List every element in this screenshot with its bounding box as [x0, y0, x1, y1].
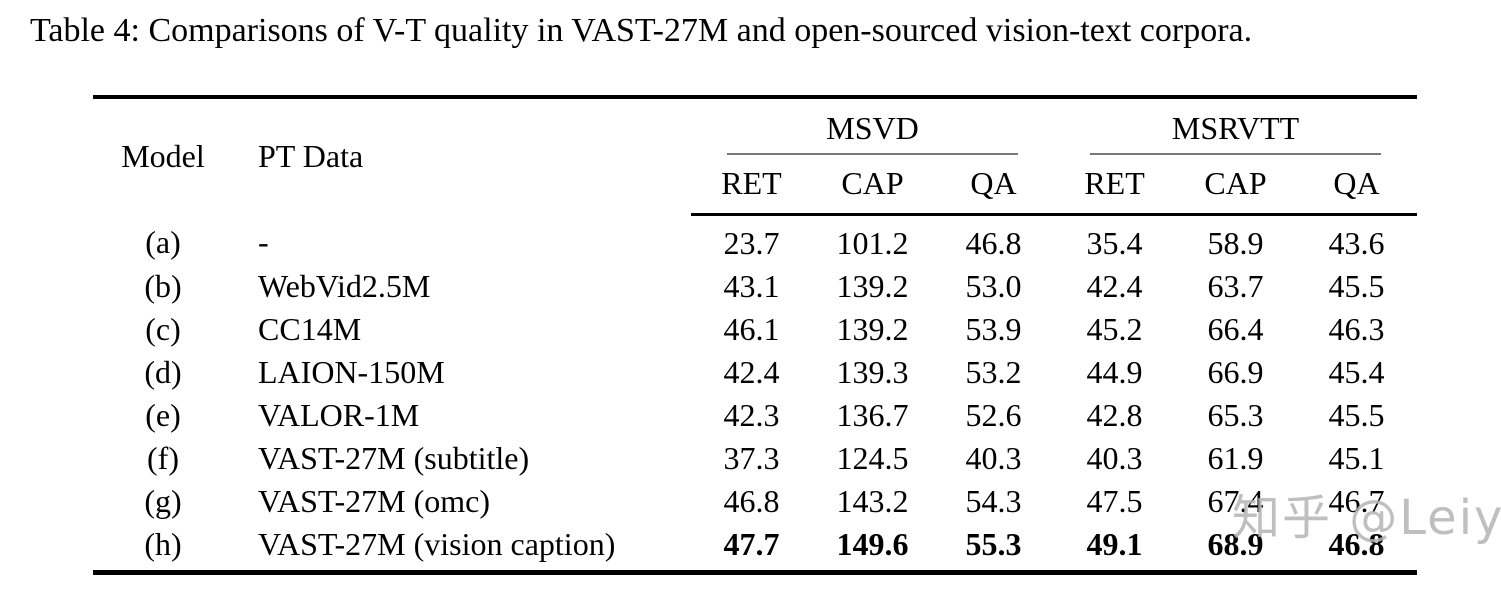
table-row: (g) VAST-27M (omc) 46.8 143.2 54.3 47.5 67.4 46… — [93, 480, 1417, 523]
pt-data-cell: WebVid2.5M — [258, 268, 431, 304]
value-cell: 42.3 — [723, 397, 780, 433]
value-cell: 53.2 — [965, 354, 1022, 390]
table-row: (f) VAST-27M (subtitle) 37.3 124.5 40.3 40.3 6… — [93, 437, 1417, 480]
row-label: (a) — [145, 224, 181, 261]
value-cell: 46.1 — [723, 311, 780, 347]
value-cell: 49.1 — [1086, 526, 1143, 562]
pt-data-cell: - — [258, 224, 269, 261]
value-cell: 101.2 — [836, 225, 909, 261]
value-cell: 45.2 — [1086, 311, 1143, 347]
value-cell: 44.9 — [1086, 354, 1143, 390]
value-cell: 45.5 — [1328, 268, 1385, 304]
col-header-msrvtt-cap: CAP — [1175, 157, 1297, 216]
value-cell: 66.4 — [1207, 311, 1264, 347]
col-header-msvd-qa: QA — [933, 157, 1055, 216]
value-cell: 42.4 — [1086, 268, 1143, 304]
group-header-row: Model PT Data MSVD MSRVTT — [93, 97, 1417, 174]
value-cell: 124.5 — [836, 440, 909, 476]
value-cell: 63.7 — [1207, 268, 1264, 304]
table-row: (c) CC14M 46.1 139.2 53.9 45.2 66.4 46.3 — [93, 308, 1417, 351]
group-label-msvd: MSVD — [727, 102, 1019, 155]
value-cell: 68.9 — [1207, 526, 1264, 562]
value-cell: 45.4 — [1328, 354, 1385, 390]
value-cell: 40.3 — [965, 440, 1022, 476]
pt-data-cell: CC14M — [258, 311, 362, 347]
value-cell: 58.9 — [1207, 225, 1264, 261]
table-row: (h) VAST-27M (vision caption) 47.7 149.6 55.… — [93, 523, 1417, 573]
value-cell: 139.2 — [836, 268, 909, 304]
value-cell: 139.2 — [836, 311, 909, 347]
row-label: (c) — [145, 311, 181, 347]
table-header: Model PT Data MSVD MSRVTT RET CAP QA RET… — [93, 97, 1418, 216]
value-cell: 47.7 — [723, 526, 780, 562]
row-label: (g) — [144, 483, 182, 519]
row-label: (f) — [147, 440, 179, 476]
pt-data-cell: VAST-27M (omc) — [258, 483, 491, 519]
value-cell: 66.9 — [1207, 354, 1264, 390]
results-table: Model PT Data MSVD MSRVTT RET CAP QA RET… — [93, 95, 1418, 575]
col-header-msvd-cap: CAP — [812, 157, 933, 216]
col-header-msrvtt-ret: RET — [1054, 157, 1176, 216]
value-cell: 61.9 — [1207, 440, 1264, 476]
table-row: (b) WebVid2.5M 43.1 139.2 53.0 42.4 63.7 45.5 — [93, 265, 1417, 308]
value-cell: 53.9 — [965, 311, 1022, 347]
value-cell: 139.3 — [836, 354, 909, 390]
value-cell: 54.3 — [965, 483, 1022, 519]
value-cell: 47.5 — [1086, 483, 1143, 519]
value-cell: 45.5 — [1328, 397, 1385, 433]
value-cell: 43.6 — [1328, 225, 1385, 261]
value-cell: 37.3 — [723, 440, 780, 476]
col-header-model: Model — [121, 138, 205, 175]
value-cell: 46.8 — [723, 483, 780, 519]
row-label: (b) — [144, 268, 182, 304]
value-cell: 67.4 — [1207, 483, 1264, 519]
value-cell: 42.4 — [723, 354, 780, 390]
value-cell: 65.3 — [1207, 397, 1264, 433]
value-cell: 46.7 — [1328, 483, 1385, 519]
value-cell: 46.8 — [965, 225, 1022, 261]
pt-data-cell: VAST-27M (subtitle) — [258, 440, 530, 476]
value-cell: 43.1 — [723, 268, 780, 304]
value-cell: 52.6 — [965, 397, 1022, 433]
value-cell: 40.3 — [1086, 440, 1143, 476]
value-cell: 136.7 — [836, 397, 909, 433]
value-cell: 53.0 — [965, 268, 1022, 304]
table-row: (d) LAION-150M 42.4 139.3 53.2 44.9 66.9 45.4 — [93, 351, 1417, 394]
row-label: (h) — [144, 526, 182, 562]
value-cell: 35.4 — [1086, 225, 1143, 261]
col-header-msrvtt-qa: QA — [1296, 157, 1418, 216]
group-header-msrvtt: MSRVTT — [1054, 97, 1417, 157]
value-cell: 45.1 — [1328, 440, 1385, 476]
value-cell: 23.7 — [723, 225, 780, 261]
value-cell: 42.8 — [1086, 397, 1143, 433]
col-header-pt-data: PT Data — [258, 138, 364, 175]
row-label: (d) — [144, 354, 182, 390]
value-cell: 143.2 — [836, 483, 909, 519]
group-label-msrvtt: MSRVTT — [1090, 102, 1382, 155]
row-label: (e) — [145, 397, 181, 433]
value-cell: 46.8 — [1328, 526, 1385, 562]
group-header-msvd: MSVD — [691, 97, 1054, 157]
table-body: (a) - 23.7 101.2 46.8 35.4 58.9 43.6 (b) WebVid2.… — [93, 215, 1417, 573]
table-row: (a) - 23.7 101.2 46.8 35.4 58.9 43.6 — [93, 215, 1417, 266]
value-cell: 149.6 — [836, 526, 909, 562]
pt-data-cell: VAST-27M (vision caption) — [258, 526, 616, 562]
table-caption: Table 4: Comparisons of V-T quality in V… — [30, 12, 1253, 49]
subheader-row: RET CAP QA RET CAP QA — [93, 157, 1418, 216]
table-row: (e) VALOR-1M 42.3 136.7 52.6 42.8 65.3 45.5 — [93, 394, 1417, 437]
col-header-msvd-ret: RET — [691, 157, 812, 216]
pt-data-cell: LAION-150M — [258, 354, 445, 390]
value-cell: 55.3 — [965, 526, 1022, 562]
value-cell: 46.3 — [1328, 311, 1385, 347]
pt-data-cell: VALOR-1M — [258, 397, 420, 433]
